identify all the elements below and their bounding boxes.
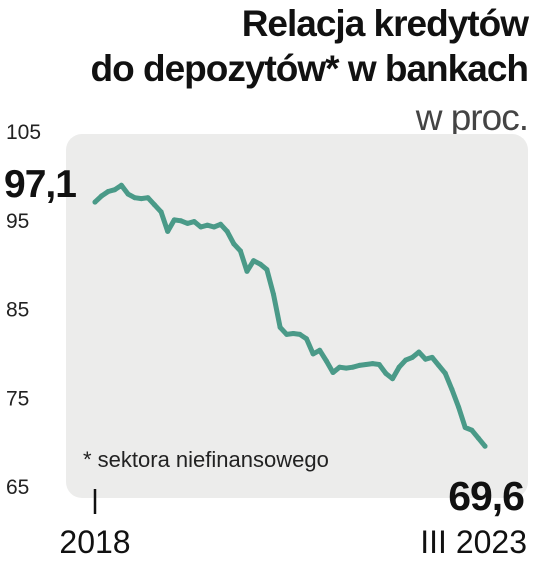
data-point [343,365,349,371]
data-point [165,228,171,234]
data-point [390,376,395,382]
data-point [178,218,184,224]
y-tick-label: 105 [6,121,41,144]
data-point [442,370,448,376]
data-point [350,364,356,370]
data-point [158,209,164,215]
data-point [152,202,157,208]
data-point [171,217,177,223]
chart-title-line2: do depozytów* w bankach [90,48,529,89]
data-point [337,364,343,370]
x-axis-end-label: III 2023 [420,524,527,560]
data-point [363,362,369,367]
data-point [277,324,283,330]
data-point [271,291,276,297]
data-point [469,427,475,433]
data-point [330,370,336,375]
data-point [138,196,144,202]
data-point [112,187,118,193]
data-point [456,404,462,410]
plot-background [66,134,528,498]
data-point [423,356,428,362]
data-points [92,182,488,449]
data-point [125,191,131,197]
y-tick-label: 85 [6,299,29,322]
data-point [482,443,488,449]
data-point [145,195,151,201]
data-point [251,258,257,264]
data-point [304,336,309,342]
y-tick-label: 75 [6,387,29,410]
data-point [396,364,402,370]
data-point [370,361,376,367]
footnote: * sektora niefinansowego [83,447,329,472]
data-point [409,354,415,360]
data-point [290,331,296,336]
y-tick-label: 95 [6,210,29,233]
chart-title: Relacja kredytów [241,3,529,44]
data-point [118,182,124,188]
chart-subtitle: w proc. [415,97,529,138]
data-point [224,228,230,234]
data-point [191,219,197,225]
y-axis: 105 95 85 75 65 [6,121,41,499]
first-value-label: 97,1 [4,163,76,206]
data-point [218,221,224,227]
data-point [376,362,382,367]
data-point [462,425,468,430]
data-point [99,193,105,199]
data-point [132,195,138,201]
data-point [185,220,190,226]
data-point [257,261,263,267]
data-point [429,354,435,360]
y-tick-label: 65 [6,476,29,499]
x-axis-start-label: 2018 [59,524,130,560]
data-point [403,357,409,363]
data-point [449,386,455,392]
data-point [198,224,204,230]
data-point [284,331,290,337]
data-point [297,331,303,337]
data-point [264,267,270,273]
data-point [211,224,217,230]
data-point [204,222,210,228]
data-point [416,349,422,355]
data-point [317,347,323,353]
data-point [231,241,237,247]
data-point [237,248,243,254]
data-point [244,268,250,274]
data-point [310,351,316,357]
data-point [105,189,111,194]
data-point [323,358,329,364]
last-value-label: 69,6 [448,473,524,519]
data-point [383,370,389,376]
data-point [356,362,362,368]
data-point [475,435,481,441]
data-point [92,199,98,205]
data-point [436,362,442,368]
